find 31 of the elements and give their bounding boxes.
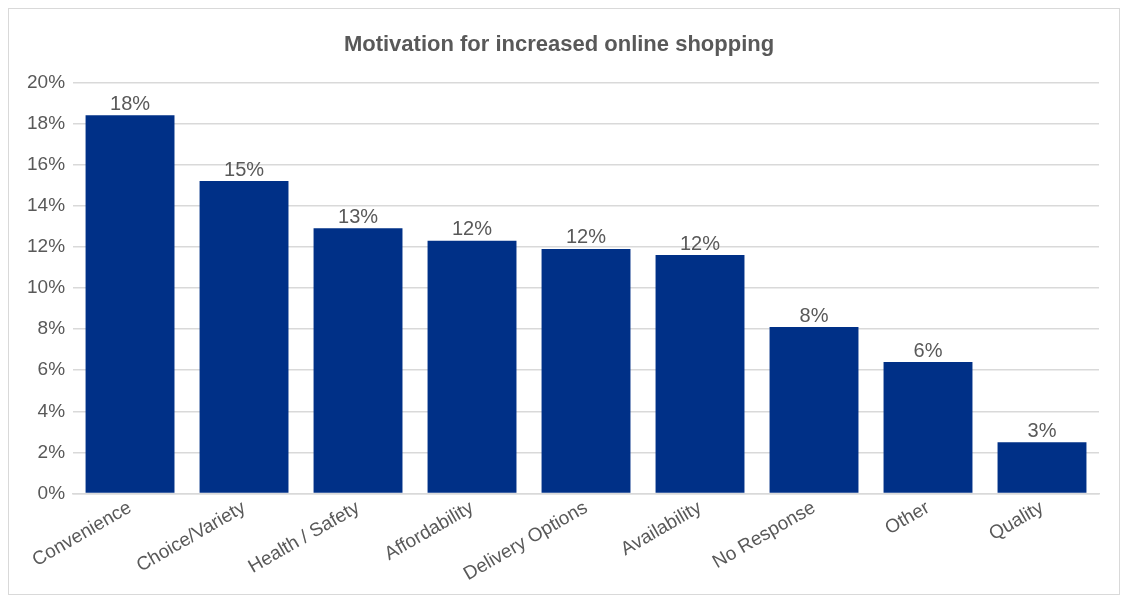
y-tick-label: 20%	[27, 70, 66, 92]
y-tick-label: 12%	[27, 235, 66, 257]
bar	[769, 327, 859, 493]
bar	[427, 240, 517, 493]
data-label: 12%	[566, 225, 607, 248]
y-tick-label: 4%	[37, 399, 66, 421]
y-tick-label: 8%	[37, 317, 66, 339]
y-tick-label: 16%	[27, 152, 66, 174]
y-tick-label: 0%	[37, 481, 66, 503]
y-tick-label: 6%	[37, 358, 66, 380]
data-label: 8%	[799, 303, 829, 326]
bar	[85, 115, 175, 493]
y-tick-label: 2%	[37, 440, 66, 462]
bar	[997, 442, 1087, 493]
data-label: 12%	[680, 231, 721, 254]
data-label: 3%	[1027, 418, 1057, 441]
bar	[541, 248, 631, 493]
bar	[313, 228, 403, 493]
data-label: 12%	[452, 217, 493, 240]
data-label: 6%	[913, 338, 943, 361]
bar	[655, 255, 745, 493]
y-tick-label: 14%	[27, 193, 66, 215]
bar	[199, 181, 289, 493]
y-tick-label: 18%	[27, 111, 66, 133]
data-label: 18%	[110, 91, 151, 114]
data-label: 15%	[224, 157, 265, 180]
data-label: 13%	[338, 204, 379, 227]
y-tick-label: 10%	[27, 276, 66, 298]
x-tick-label: Other	[881, 496, 933, 539]
chart-title: Motivation for increased online shopping	[343, 31, 775, 57]
bar	[883, 361, 973, 493]
